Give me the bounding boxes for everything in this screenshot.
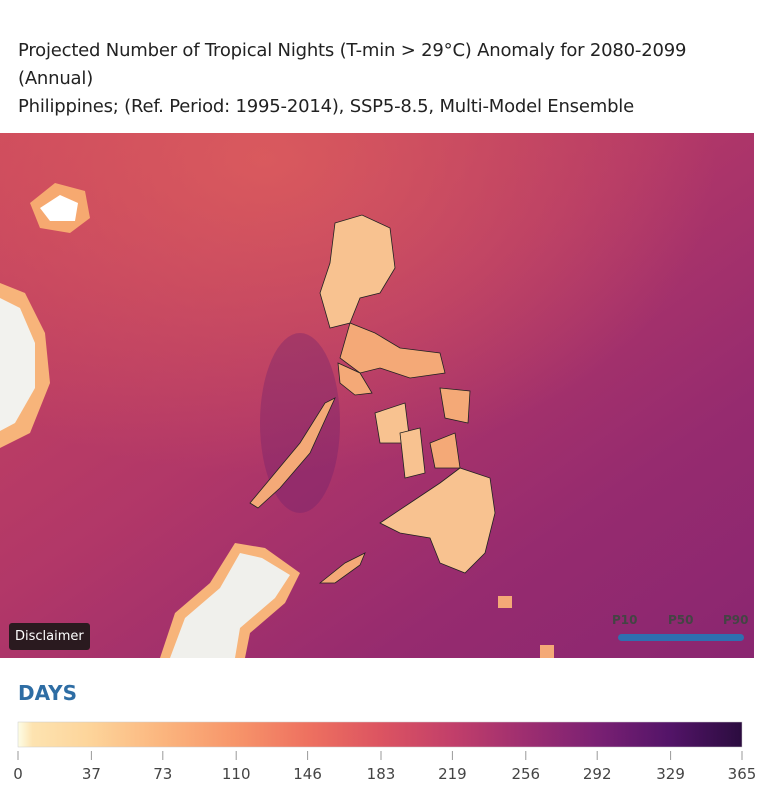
negros: [399, 427, 426, 479]
borneo: [170, 553, 290, 658]
percentile-slider[interactable]: [618, 634, 744, 641]
tick-label: 183: [367, 765, 396, 783]
sea-warm: [0, 133, 754, 658]
mindoro: [337, 362, 373, 396]
samar: [439, 387, 471, 424]
percentile-label: P50: [668, 613, 694, 627]
disclaimer-button[interactable]: Disclaimer: [9, 623, 90, 650]
philippines: [249, 214, 496, 584]
title: Projected Number of Tropical Nights (T-m…: [18, 40, 687, 61]
hainan: [40, 195, 78, 221]
sulu: [318, 552, 366, 584]
mindanao: [379, 467, 496, 574]
tick-label: 219: [438, 765, 467, 783]
tick-label: 146: [293, 765, 322, 783]
map: [0, 133, 754, 658]
tick-label: 110: [222, 765, 251, 783]
colorbar-fill: [17, 721, 743, 748]
legend-title: DAYS: [18, 681, 78, 705]
bicol: [339, 322, 446, 379]
tick-label: 37: [82, 765, 101, 783]
tick-label: 73: [153, 765, 172, 783]
tick-label: 329: [656, 765, 685, 783]
colorbar: 0 37 73 110 146 183 219 256 292 329 365: [13, 721, 757, 783]
island: [540, 645, 554, 658]
percentile-label: P90: [723, 613, 749, 627]
subtitle: Philippines; (Ref. Period: 1995-2014), S…: [18, 96, 634, 117]
title: (Annual): [18, 68, 94, 89]
tick-label: 0: [13, 765, 23, 783]
tick-label: 365: [728, 765, 757, 783]
vietnam: [0, 298, 35, 431]
percentile-label: P10: [612, 613, 638, 627]
tick-label: 292: [583, 765, 612, 783]
luzon: [319, 214, 396, 329]
tick-label: 256: [511, 765, 540, 783]
island: [498, 596, 512, 608]
palawan: [249, 397, 336, 509]
